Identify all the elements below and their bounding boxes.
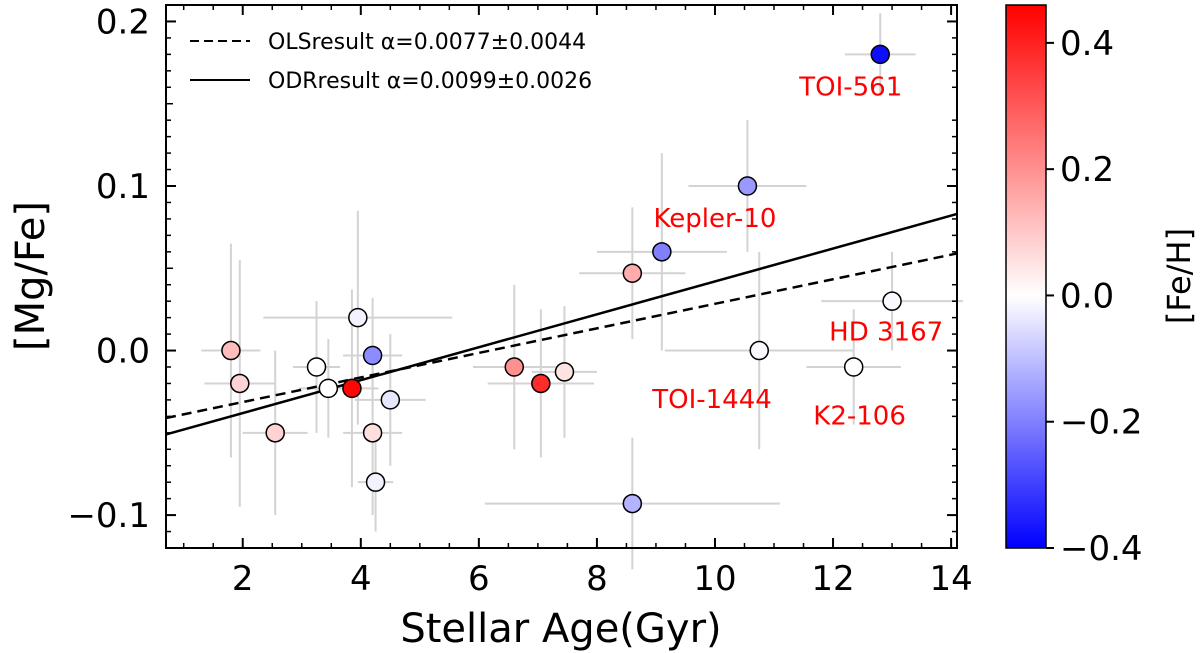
data-point xyxy=(348,307,368,328)
plot-frame xyxy=(165,4,958,549)
colorbar-tick-label: 0.0 xyxy=(1060,276,1114,316)
data-point xyxy=(318,378,339,399)
colorbar-tick-label: 0.4 xyxy=(1060,24,1114,64)
annotation-label: Kepler-10 xyxy=(653,204,776,234)
data-point xyxy=(380,390,401,410)
legend-odr-label: ODRresult α=0.0099±0.0026 xyxy=(268,69,592,94)
x-axis-label: Stellar Age(Gyr) xyxy=(400,606,721,652)
data-point xyxy=(531,373,551,394)
planet-annotations: TOI-561 Kepler-10 HD 3167 TOI-1444 K2-106 xyxy=(651,73,943,432)
x-tick-label: 14 xyxy=(929,559,972,599)
data-point xyxy=(265,423,285,443)
ols-fit-line xyxy=(165,252,958,420)
x-tick-label: 12 xyxy=(811,559,854,599)
colorbar-tick-label: −0.4 xyxy=(1060,529,1143,569)
y-tick-label: −0.1 xyxy=(67,496,150,536)
y-axis-label: [Mg/Fe] xyxy=(8,201,54,351)
data-point xyxy=(737,176,758,196)
data-point xyxy=(342,378,362,399)
fit-lines xyxy=(165,212,958,436)
y-tick-label: 0.0 xyxy=(96,332,150,372)
x-tick-label: 2 xyxy=(232,559,254,599)
legend: OLSresult α=0.0077±0.0044 ODRresult α=0.… xyxy=(190,30,592,94)
data-point xyxy=(652,242,672,262)
x-tick-label: 6 xyxy=(468,559,490,599)
x-axis-ticks: 2 4 6 8 10 12 14 xyxy=(182,5,973,599)
data-point xyxy=(362,345,383,366)
data-point xyxy=(230,373,250,394)
data-point xyxy=(362,423,383,443)
data-point xyxy=(749,340,769,361)
legend-ols-label: OLSresult α=0.0077±0.0044 xyxy=(268,30,586,55)
annotation-label: TOI-561 xyxy=(798,73,902,103)
data-point xyxy=(882,291,902,311)
annotation-label: TOI-1444 xyxy=(651,385,772,415)
data-point xyxy=(504,357,525,377)
colorbar: −0.4 −0.2 0.0 0.2 0.4 [Fe/H] xyxy=(1005,4,1198,569)
data-point xyxy=(622,263,643,283)
y-tick-label: 0.1 xyxy=(96,167,150,207)
data-point xyxy=(843,357,864,377)
x-tick-label: 10 xyxy=(693,559,736,599)
annotation-label: HD 3167 xyxy=(829,318,943,348)
x-tick-label: 8 xyxy=(586,559,608,599)
colorbar-scale xyxy=(1005,4,1047,549)
data-point xyxy=(622,493,643,514)
data-point xyxy=(365,472,386,492)
data-point xyxy=(221,340,241,361)
colorbar-ticks: −0.4 −0.2 0.0 0.2 0.4 xyxy=(1046,24,1143,569)
data-point xyxy=(306,357,327,377)
data-points xyxy=(221,44,902,514)
data-point xyxy=(554,362,575,382)
colorbar-tick-label: −0.2 xyxy=(1060,403,1143,443)
y-axis-ticks: −0.1 0.0 0.1 0.2 xyxy=(67,2,957,549)
annotation-label: K2-106 xyxy=(813,402,906,432)
y-tick-label: 0.2 xyxy=(96,2,150,42)
data-point xyxy=(870,44,891,65)
x-tick-label: 4 xyxy=(350,559,372,599)
odr-fit-line xyxy=(165,212,958,436)
colorbar-tick-label: 0.2 xyxy=(1060,150,1114,190)
colorbar-label: [Fe/H] xyxy=(1160,228,1198,324)
